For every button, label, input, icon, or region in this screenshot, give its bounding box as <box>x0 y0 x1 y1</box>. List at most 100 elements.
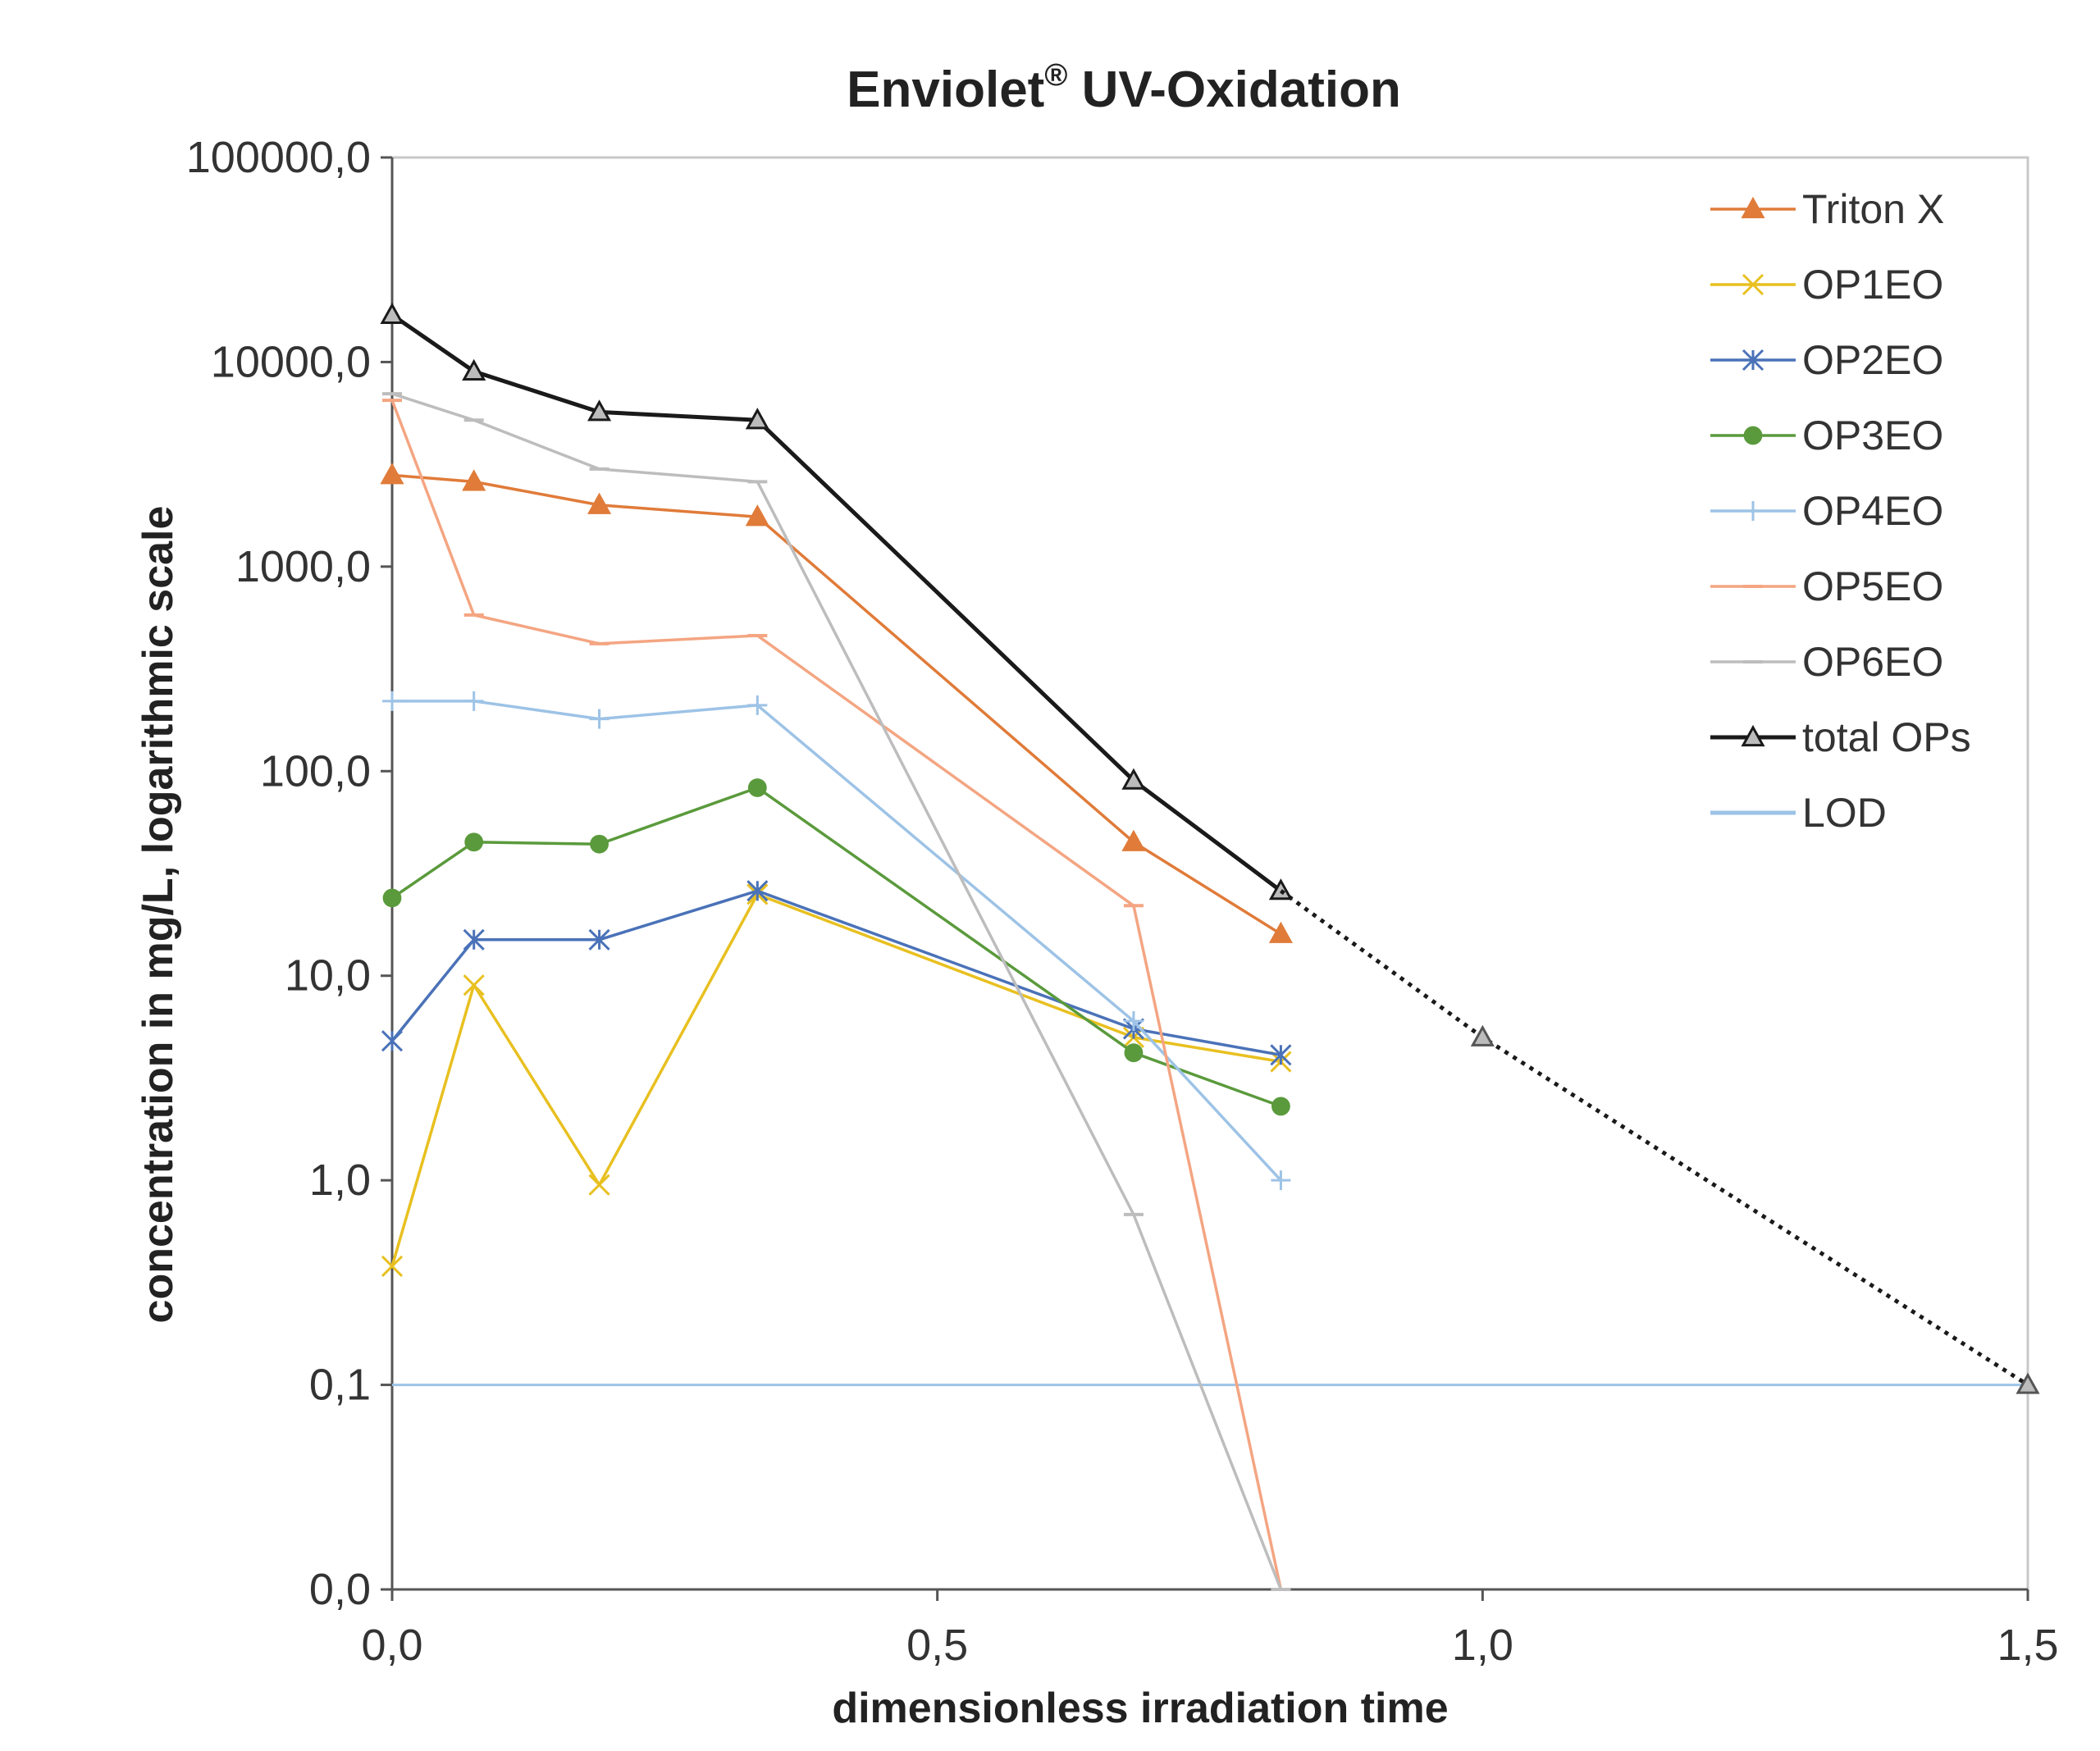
legend-label: OP3EO <box>1802 413 1943 458</box>
series-line-op3eo <box>391 786 1282 1108</box>
y-axis-label: concentration in mg/L, logarithmic scale <box>135 506 182 1324</box>
data-point-op2eo <box>463 928 485 951</box>
x-tick-label: 1,0 <box>1452 1621 1513 1670</box>
y-tick-label: 10000,0 <box>211 337 371 386</box>
series-layer <box>380 302 2040 1591</box>
data-point-total-ops <box>380 302 404 325</box>
legend-item-total-ops: total OPs <box>1710 714 1971 760</box>
data-point-op1eo <box>463 974 485 996</box>
legend: Triton X OP1EO OP2EO OP3EO OP4EO OP5EO OP6EO to… <box>1710 186 1971 836</box>
data-point-triton-x <box>587 492 612 514</box>
data-point-op4eo <box>1123 1011 1144 1032</box>
y-tick-label: 0,0 <box>309 1565 371 1614</box>
series-line-op5eo <box>390 399 1283 1590</box>
legend-marker <box>1743 501 1763 521</box>
data-point-op2eo <box>381 1030 404 1052</box>
legend-marker <box>1741 724 1765 747</box>
data-point-op2eo <box>1270 1044 1292 1066</box>
data-point-op3eo <box>1124 1043 1144 1063</box>
y-tick-label: 100,0 <box>260 746 371 796</box>
legend-label: Triton X <box>1802 186 1944 232</box>
series-op5eo <box>382 399 1291 1591</box>
legend-item-op6eo: OP6EO <box>1710 639 1943 685</box>
legend-item-op1eo: OP1EO <box>1710 262 1943 308</box>
legend-label: total OPs <box>1802 714 1971 760</box>
data-point-total-ops <box>745 408 769 430</box>
data-point-extrapolation <box>2016 1372 2040 1394</box>
data-point-triton-x <box>1268 921 1293 943</box>
data-point-triton-x <box>462 469 486 491</box>
series-line-op6eo <box>391 392 1283 1590</box>
y-tick-label: 1,0 <box>309 1156 371 1205</box>
series-op6eo <box>382 392 1291 1591</box>
data-point-op4eo <box>382 691 402 711</box>
data-point-op1eo <box>588 1174 610 1196</box>
legend-label: OP1EO <box>1802 262 1943 308</box>
series-op2eo <box>381 880 1292 1066</box>
legend-marker <box>1741 196 1765 219</box>
x-axis-label: dimensionless irradiation time <box>832 1685 1448 1732</box>
x-tick-label: 0,0 <box>361 1621 422 1670</box>
legend-item-op2eo: OP2EO <box>1710 337 1943 383</box>
series-line-op4eo <box>392 700 1282 1182</box>
data-point-op4eo <box>589 709 609 729</box>
series-line-op1eo <box>390 892 1281 1267</box>
y-tick-label: 1000,0 <box>235 542 371 591</box>
data-point-op3eo <box>747 778 767 797</box>
data-point-triton-x <box>745 504 769 527</box>
legend-marker <box>1743 426 1763 445</box>
extrapolation-line <box>1279 889 2029 1387</box>
legend-marker <box>1742 273 1764 296</box>
legend-marker <box>1742 349 1764 372</box>
legend-label: OP5EO <box>1802 563 1943 609</box>
plot-border <box>390 156 2029 1591</box>
chart-title-registered-mark: ® <box>1044 58 1067 93</box>
data-point-op4eo <box>1271 1170 1291 1191</box>
y-tick-label: 100000,0 <box>186 133 371 182</box>
data-point-total-ops <box>462 358 486 381</box>
plot-frame <box>390 156 2029 1591</box>
data-point-op3eo <box>590 834 609 854</box>
legend-item-op4eo: OP4EO <box>1710 488 1943 534</box>
x-tick-label: 1,5 <box>1997 1621 2058 1670</box>
data-point-total-ops <box>1268 878 1293 901</box>
data-point-op2eo <box>588 928 610 951</box>
series-extrapolation <box>1279 889 2040 1394</box>
legend-label: OP4EO <box>1802 488 1943 534</box>
series-triton-x <box>380 463 1293 943</box>
chart-title: Enviolet® UV-Oxidation <box>847 58 1401 118</box>
chart-title-rest: UV-Oxidation <box>1067 62 1400 118</box>
legend-label: OP2EO <box>1802 337 1943 383</box>
data-point-op2eo <box>746 880 769 902</box>
legend-item-triton-x: Triton X <box>1710 186 1944 232</box>
data-point-total-ops <box>587 399 612 422</box>
data-point-triton-x <box>1121 829 1146 851</box>
series-op1eo <box>381 883 1292 1278</box>
y-tick-label: 0,1 <box>309 1361 371 1410</box>
data-point-extrapolation <box>1470 1024 1495 1046</box>
series-op3eo <box>382 778 1290 1116</box>
series-line-op2eo <box>390 889 1281 1057</box>
data-point-triton-x <box>380 463 404 485</box>
data-point-total-ops <box>1121 768 1146 790</box>
data-point-op3eo <box>1271 1097 1290 1116</box>
axes: 100000,0 10000,0 1000,0 100,0 10,0 1,0 0,1 0,0 0… <box>186 133 2059 1670</box>
data-point-op4eo <box>463 691 484 711</box>
series-line-triton-x <box>391 473 1282 936</box>
series-op4eo <box>382 691 1291 1191</box>
legend-item-op5eo: OP5EO <box>1710 563 1943 609</box>
legend-item-op3eo: OP3EO <box>1710 413 1943 458</box>
series-line-total-ops <box>390 312 1282 893</box>
legend-label: OP6EO <box>1802 639 1943 685</box>
data-point-op4eo <box>747 695 768 715</box>
y-tick-label: 10,0 <box>285 951 371 1001</box>
data-point-op1eo <box>381 1255 404 1278</box>
data-point-op3eo <box>464 832 484 852</box>
x-tick-label: 0,5 <box>906 1621 968 1670</box>
data-point-op3eo <box>382 888 402 908</box>
legend-item-lod: LOD <box>1710 790 1887 836</box>
legend-label: LOD <box>1802 790 1887 836</box>
series-total-ops <box>380 302 1293 901</box>
